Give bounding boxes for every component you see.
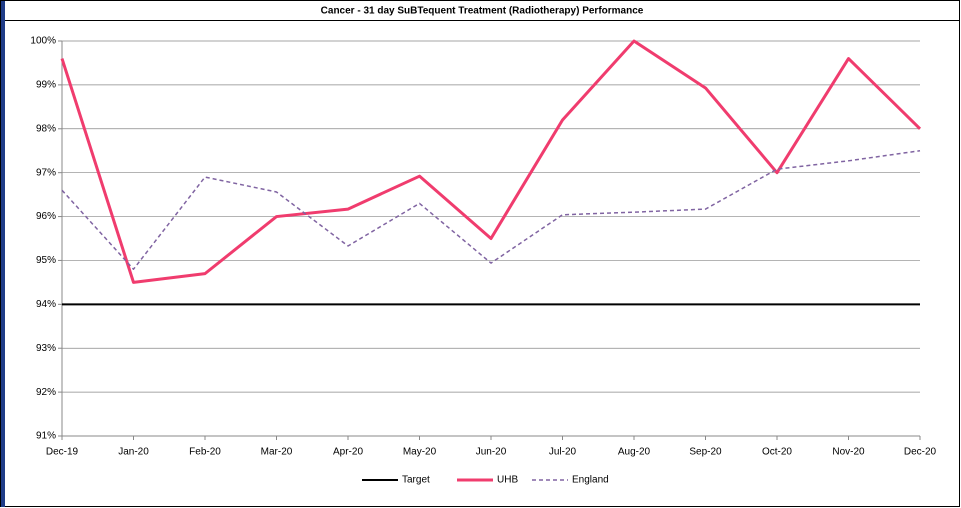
y-tick-label: 96% [36, 211, 56, 222]
chart-title: Cancer - 31 day SuBTequent Treatment (Ra… [321, 6, 644, 17]
y-tick-label: 94% [36, 299, 56, 310]
x-tick-label: Mar-20 [261, 447, 293, 458]
legend-label: UHB [497, 475, 518, 486]
x-tick-label: Aug-20 [618, 447, 651, 458]
legend-label: Target [402, 475, 430, 486]
series-line [61, 149, 921, 270]
y-tick-label: 95% [36, 255, 56, 266]
series-line [60, 39, 922, 284]
y-tick-label: 91% [36, 431, 56, 442]
x-tick-label: May-20 [403, 447, 437, 458]
y-tick-label: 100% [30, 36, 56, 47]
x-tick-label: Feb-20 [189, 447, 221, 458]
left-bar [1, 1, 5, 507]
x-tick-label: Jan-20 [118, 447, 149, 458]
y-tick-label: 92% [36, 387, 56, 398]
x-tick-label: Dec-19 [46, 447, 79, 458]
x-tick-label: Sep-20 [689, 447, 722, 458]
y-tick-label: 99% [36, 80, 56, 91]
y-tick-label: 97% [36, 167, 56, 178]
x-tick-label: Jun-20 [476, 447, 507, 458]
x-tick-label: Dec-20 [904, 447, 937, 458]
x-tick-label: Oct-20 [762, 447, 792, 458]
x-tick-label: Nov-20 [832, 447, 865, 458]
y-tick-label: 98% [36, 123, 56, 134]
legend-label: England [572, 475, 609, 486]
y-tick-label: 93% [36, 343, 56, 354]
x-tick-label: Apr-20 [333, 447, 363, 458]
x-tick-label: Jul-20 [549, 447, 577, 458]
